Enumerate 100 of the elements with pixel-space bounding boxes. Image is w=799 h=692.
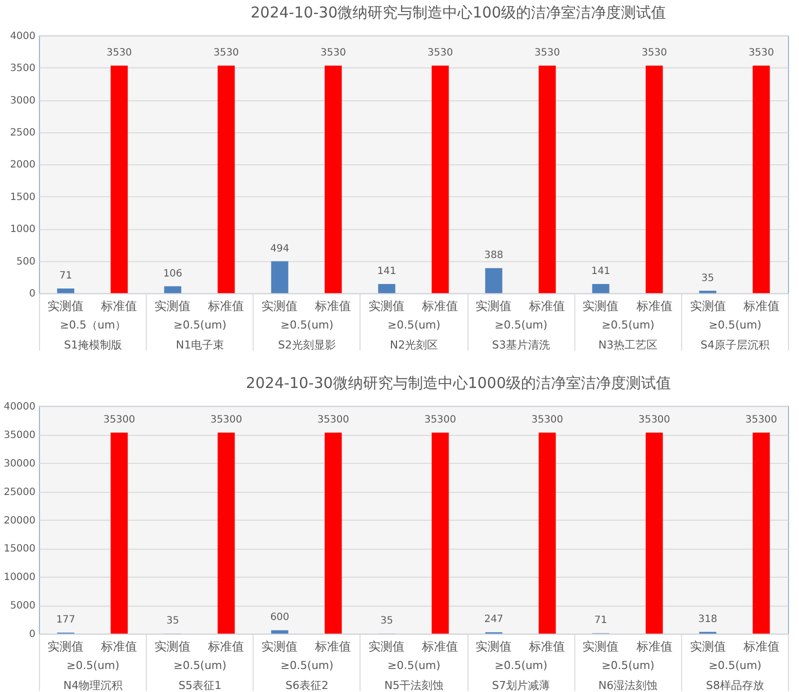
text: 实测值 (154, 299, 191, 314)
text: 实测值 (48, 299, 84, 314)
text: 标准值 (743, 299, 780, 314)
series-label: 标准值 (100, 299, 138, 314)
bar (646, 66, 663, 294)
chart-title: 2024-10-30微纳研究与制造中心100级的洁净室洁净度测试值 (250, 3, 666, 22)
y-tick-label: 4000 (10, 30, 36, 42)
series-label: 实测值 (582, 299, 619, 314)
y-tick-label: 2000 (10, 160, 36, 171)
bar (485, 268, 502, 294)
y-tick-label: 1500 (10, 192, 36, 203)
data-label: 3530 (320, 48, 346, 59)
bar (699, 290, 716, 294)
text: 标准值 (529, 640, 566, 654)
text: 标准值 (422, 299, 458, 314)
bar (538, 66, 556, 294)
text: 标准值 (636, 299, 672, 314)
data-label: 177 (56, 614, 76, 626)
series-label: 实测值 (582, 640, 619, 654)
y-tick-label: 2500 (10, 128, 36, 139)
y-tick-label: 35000 (4, 430, 36, 441)
x-tick-label: ≥0.5(um) S7划片减薄 (492, 659, 550, 692)
data-label: 71 (594, 615, 608, 626)
x-tick-label: ≥0.5(um) N2光刻区 (388, 318, 440, 352)
text: 实测值 (154, 640, 191, 654)
text: 实测值 (368, 640, 405, 654)
y-tick-label: 500 (16, 256, 36, 268)
y-tick-label: 10000 (4, 572, 36, 584)
bar (432, 66, 449, 294)
bar (378, 284, 396, 294)
data-label: 3530 (428, 48, 453, 59)
x-tick-label: ≥0.5(um) S4原子层沉积 (700, 318, 770, 352)
data-label: 3530 (642, 48, 667, 59)
y-tick-label: 0 (29, 288, 36, 300)
data-label: 494 (270, 243, 290, 254)
x-tick-label: ≥0.5(um) S2光刻显影 (278, 318, 336, 352)
bar (57, 288, 74, 294)
bar (218, 66, 235, 294)
bar (752, 66, 770, 294)
bar (592, 284, 610, 294)
data-label: 71 (59, 270, 72, 282)
bar (271, 630, 288, 634)
text: 标准值 (208, 640, 244, 654)
bar (271, 261, 288, 294)
x-tick-label: ≥0.5（um） S1掩模制版 (60, 318, 126, 352)
data-label: 3530 (534, 48, 560, 59)
x-tick-label: ≥0.5(um) N4物理沉积 (63, 659, 123, 692)
chart-title: 2024-10-30微纳研究与制造中心1000级的洁净室洁净度测试值 (246, 374, 671, 392)
x-tick-label: ≥0.5(um) N5干法刻蚀 (384, 659, 444, 692)
bar (432, 432, 449, 634)
data-label: 35300 (531, 414, 564, 426)
x-tick-label: ≥0.5(um) N6湿法刻蚀 (598, 659, 658, 692)
bar (164, 286, 182, 294)
bar (110, 432, 128, 634)
y-tick-label: 1000 (10, 224, 36, 236)
y-tick-label: 5000 (10, 600, 36, 612)
data-label: 106 (163, 268, 182, 280)
y-tick-label: 40000 (4, 401, 36, 412)
data-label: 141 (591, 266, 610, 277)
text: 标准值 (743, 640, 780, 654)
text: 标准值 (315, 640, 352, 654)
text: 标准值 (208, 299, 244, 314)
y-tick-label: 3000 (10, 95, 36, 106)
data-label: 35 (701, 272, 714, 284)
data-label: 35300 (317, 414, 350, 426)
text: 实测值 (476, 640, 512, 654)
bar (324, 66, 342, 294)
data-label: 3530 (214, 48, 239, 59)
data-label: 3530 (748, 48, 774, 59)
bar (110, 66, 128, 294)
x-tick-label: ≥0.5(um) N1电子束 (174, 318, 226, 352)
data-label: 318 (698, 614, 718, 625)
data-label: 600 (270, 612, 290, 624)
y-tick-label: 15000 (4, 544, 36, 555)
text: 标准值 (315, 299, 352, 314)
text: 实测值 (368, 299, 405, 314)
bar (324, 432, 342, 634)
text: 实测值 (262, 299, 298, 314)
x-tick-label: ≥0.5(um) S5表征1 (174, 659, 226, 692)
data-label: 388 (484, 250, 504, 262)
text: 标准值 (422, 640, 458, 654)
y-tick-label: 0 (29, 629, 36, 640)
text: 实测值 (690, 640, 726, 654)
data-label: 35300 (103, 414, 136, 426)
text: 标准值 (529, 299, 566, 314)
x-tick-label: ≥0.5(um) S3基片清洗 (492, 318, 550, 352)
bar (646, 432, 663, 634)
data-label: 35 (166, 615, 180, 626)
data-label: 35300 (210, 414, 242, 426)
bar (538, 432, 556, 634)
data-label: 247 (484, 614, 504, 626)
x-tick-label: ≥0.5(um) S8样品存放 (706, 659, 764, 692)
y-tick-label: 25000 (4, 486, 36, 498)
data-label: 35 (380, 615, 394, 626)
text: 实测值 (48, 640, 84, 654)
bar (218, 432, 235, 634)
y-tick-label: 20000 (4, 515, 36, 526)
data-label: 3530 (106, 48, 132, 59)
data-label: 35300 (424, 414, 456, 426)
text: 实测值 (476, 299, 512, 314)
